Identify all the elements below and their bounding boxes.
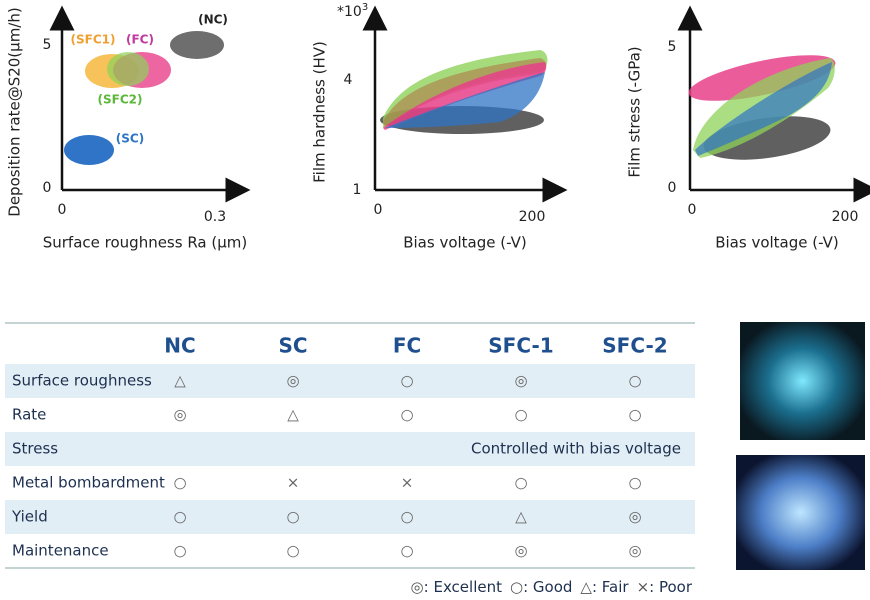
x-axis-label: Surface roughness Ra (μm) [43,234,248,252]
rating: ◎ [628,542,641,560]
rating: ○ [628,372,641,390]
rating: ○ [628,474,641,492]
rating: △ [515,508,527,526]
row-label: Rate [12,406,46,424]
legend-label: : Fair [592,578,629,596]
span-note: Controlled with bias voltage [471,440,681,458]
row-band [5,364,695,398]
row-label: Metal bombardment [12,474,165,492]
rating: ○ [173,542,186,560]
chart-stress: 5 0 0 200 Bias voltage (-V) Film stress … [626,5,870,252]
chart-hardness: *103 4 1 0 200 Bias voltage (-V) Film ha… [311,2,568,252]
rating: ○ [286,508,299,526]
comparison-table: NC SC FC SFC-1 SFC-2 Surface roughness △ ◎ ○ ◎ ○ Ra… [5,322,695,569]
multiplier: *103 [337,2,368,20]
x-axis-label: Bias voltage (-V) [715,234,839,252]
row-label: Yield [11,508,48,526]
photo-plasma-1 [740,322,865,440]
x-tick-label: 200 [519,209,546,225]
legend-label: : Excellent [424,578,502,596]
label-fc: (FC) [126,33,154,47]
row-label: Surface roughness [12,372,152,390]
column-header: SFC-2 [602,334,667,358]
rating: ○ [400,406,413,424]
rating: ◎ [514,372,527,390]
y-tick-label: 0 [43,180,52,196]
label-nc: (NC) [198,13,228,27]
x-tick-label: 0.3 [204,209,226,225]
y-tick-label: 4 [344,72,353,88]
photo-plasma-2 [736,455,865,570]
region-sc [695,62,832,156]
rating: ○ [173,508,186,526]
x-tick-label: 0 [374,202,383,218]
region-sfc2 [107,52,149,86]
multiplier-exp: 3 [362,2,368,13]
rating: △ [287,406,299,424]
region-nc [170,31,224,59]
y-tick-label: 5 [668,39,677,55]
column-header: SFC-1 [488,334,553,358]
y-tick-label: 1 [353,182,362,198]
column-header: SC [278,334,307,358]
photos [736,322,865,570]
label-sfc2: (SFC2) [98,93,143,107]
column-header: FC [393,334,421,358]
region-sc [64,135,114,165]
y-axis-label: Film hardness (HV) [311,41,329,183]
multiplier-base: *10 [337,4,362,20]
rating: ○ [400,372,413,390]
legend-symbol: △ [580,578,592,596]
chart-deposition: (NC) (SFC1) (FC) (SFC2) (SC) 5 0 0 0.3 S… [6,5,251,252]
legend: ◎: Excellent ○: Good △: Fair ×: Poor [411,578,693,596]
row-band [5,500,695,534]
region-sc [385,72,545,128]
legend-text: ◎: Excellent ○: Good △: Fair ×: Poor [411,578,693,596]
rating: × [401,474,414,492]
label-sc: (SC) [116,132,144,146]
rating: × [287,474,300,492]
label-sfc1: (SFC1) [71,33,116,47]
rating: ○ [400,542,413,560]
y-axis-label: Film stress (-GPa) [626,46,644,177]
legend-label: : Good [523,578,572,596]
rating: ○ [286,542,299,560]
x-tick-label: 0 [688,202,697,218]
row-band [5,432,695,466]
rating: ○ [628,406,641,424]
rating: ◎ [286,372,299,390]
row-label: Maintenance [12,542,109,560]
region-fc [383,62,547,130]
rating: ◎ [173,406,186,424]
y-axis-label: Deposition rate@S20(μm/h) [6,7,24,216]
rating: ○ [514,406,527,424]
column-header: NC [164,334,195,358]
x-axis-label: Bias voltage (-V) [403,234,527,252]
rating: ○ [173,474,186,492]
legend-symbol: × [637,578,650,596]
rating: ◎ [628,508,641,526]
y-tick-label: 5 [43,37,52,53]
x-tick-label: 200 [832,209,859,225]
legend-label: : Poor [649,578,693,596]
rating: △ [174,372,186,390]
rating: ○ [400,508,413,526]
rating: ◎ [514,542,527,560]
y-tick-label: 0 [668,180,677,196]
rating: ○ [514,474,527,492]
x-tick-label: 0 [58,202,67,218]
legend-symbol: ○ [510,578,523,596]
legend-symbol: ◎ [411,578,424,596]
row-label: Stress [12,440,58,458]
